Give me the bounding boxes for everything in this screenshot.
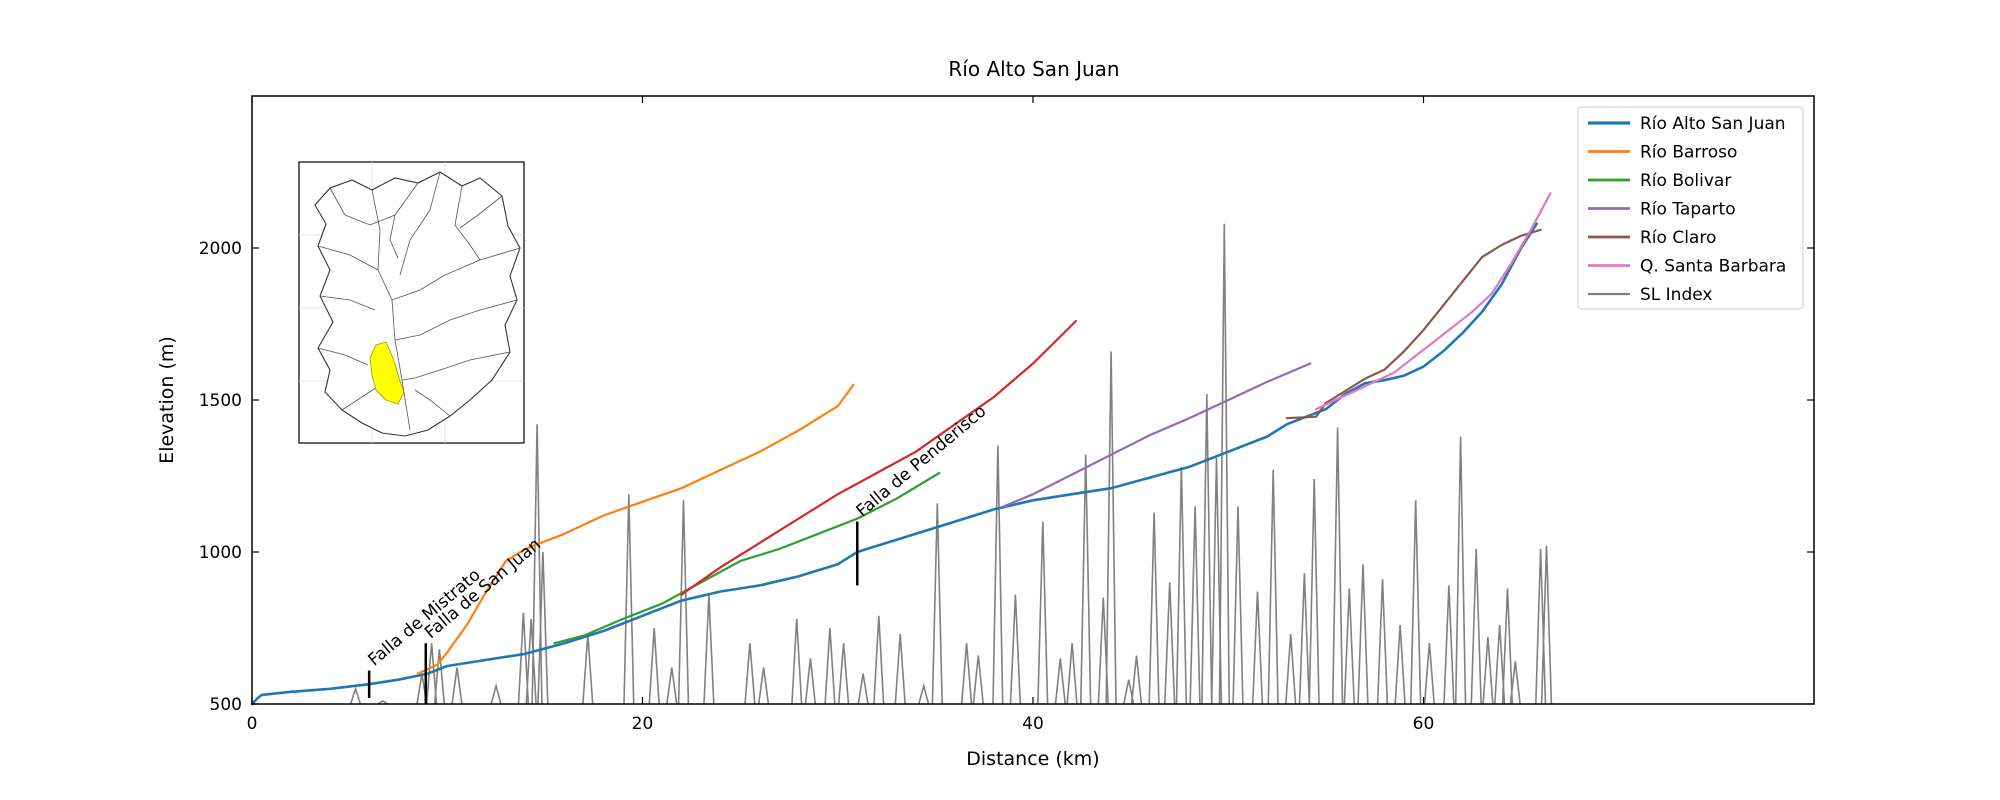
legend-label-6: SL Index [1640, 285, 1712, 305]
sl-index-spike-51 [1298, 573, 1311, 705]
sl-index-spike-23 [857, 673, 869, 705]
sl-index-spike-42 [1175, 466, 1188, 705]
sl-index-spike-20 [804, 658, 817, 705]
y-tick-label-1: 1000 [199, 543, 242, 563]
sl-index-spike-58 [1410, 500, 1422, 705]
sl-index-spike-21 [824, 627, 836, 705]
sl-index-spike-37 [1105, 351, 1117, 705]
sl-index-spike-44 [1201, 393, 1213, 705]
axis-ticks: 0 20 40 60 500 1000 1500 2000 [199, 96, 1814, 734]
sl-index-spike-3 [425, 643, 438, 705]
sl-index-spike-68 [1540, 545, 1553, 705]
x-tick-label-3: 60 [1413, 714, 1435, 734]
sl-index-spike-26 [918, 682, 930, 705]
sl-index-spike-55 [1357, 564, 1369, 705]
series-line-6 [680, 319, 1078, 596]
sl-index-spike-25 [894, 634, 906, 705]
legend-label-2: Río Bolivar [1640, 171, 1731, 191]
x-tick-label-0: 0 [247, 714, 258, 734]
series-line-0 [250, 222, 1538, 706]
sl-index-spike-5 [451, 667, 463, 705]
sl-index-spike-53 [1331, 427, 1344, 705]
legend-label-1: Río Barroso [1640, 143, 1737, 163]
sl-index-spike-15 [677, 500, 690, 705]
series-line-1 [416, 383, 855, 675]
sl-index-spike-8 [525, 618, 537, 705]
sl-index-spike-46 [1218, 223, 1230, 705]
inset-highlight-region [369, 341, 405, 405]
sl-index-spike-57 [1394, 624, 1406, 705]
sl-index-spike-4 [433, 649, 446, 705]
sl-index-spike-6 [490, 682, 502, 705]
sl-index-spike-43 [1189, 506, 1201, 705]
legend-label-0: Río Alto San Juan [1640, 114, 1786, 134]
sl-index-spike-56 [1376, 579, 1389, 705]
sl-index-spike-61 [1454, 436, 1467, 705]
sl-index-spike-27 [931, 503, 943, 705]
legend-label-5: Q. Santa Barbara [1640, 257, 1786, 277]
series-line-5 [1314, 192, 1552, 411]
x-tick-label-1: 20 [632, 714, 654, 734]
sl-index-spike-33 [1054, 658, 1066, 705]
sl-index-spike-28 [960, 643, 973, 705]
sl-index-spike-31 [1009, 594, 1022, 705]
sl-index-spike-41 [1164, 582, 1176, 705]
sl-index-spike-30 [992, 445, 1004, 705]
sl-index-spike-18 [757, 667, 770, 705]
sl-index-spike-49 [1267, 469, 1279, 705]
sl-index-spike-62 [1470, 548, 1482, 705]
chart-title: Río Alto San Juan [948, 57, 1119, 81]
sl-index-spike-14 [666, 667, 678, 705]
sl-index-spike-17 [744, 643, 756, 705]
sl-index-spike-50 [1285, 634, 1297, 705]
inset-basin-outline [314, 171, 521, 437]
legend-label-3: Río Taparto [1640, 200, 1736, 220]
x-tick-label-2: 40 [1022, 714, 1044, 734]
legend-label-4: Río Claro [1640, 228, 1716, 248]
y-tick-label-2: 1500 [199, 391, 242, 411]
sl-index-spike-60 [1443, 585, 1455, 705]
sl-index-spike-29 [972, 655, 984, 705]
series-line-4 [1285, 228, 1542, 420]
sl-index-spike-47 [1232, 506, 1244, 705]
sl-index-layer [349, 223, 1553, 705]
sl-index-spike-12 [623, 494, 635, 705]
sl-index-spike-34 [1066, 643, 1078, 705]
sl-index-spike-65 [1501, 588, 1514, 705]
sl-index-spike-24 [873, 615, 885, 705]
legend: Río Alto San Juan Río Barroso Río Bolivar R… [1577, 106, 1804, 310]
sl-index-spike-59 [1423, 643, 1435, 705]
sl-index-spike-13 [648, 627, 660, 705]
sl-index-spike-10 [537, 551, 549, 705]
sl-index-spike-32 [1037, 521, 1049, 705]
sl-index-spike-0 [349, 686, 362, 705]
series-layer [250, 192, 1552, 706]
series-line-3 [1002, 362, 1312, 508]
sl-index-spike-7 [517, 612, 530, 705]
sl-index-spike-40 [1148, 512, 1160, 705]
sl-index-spike-64 [1494, 624, 1506, 705]
x-axis-label: Distance (km) [966, 748, 1099, 770]
y-tick-label-3: 2000 [199, 239, 242, 259]
inset-map [298, 161, 525, 444]
sl-index-spike-39 [1130, 655, 1143, 705]
sl-index-spike-54 [1343, 588, 1355, 705]
sl-index-spike-19 [791, 618, 803, 705]
sl-index-spike-22 [837, 643, 850, 705]
y-axis-label: Elevation (m) [156, 336, 178, 464]
sl-index-spike-63 [1482, 637, 1494, 705]
series-line-2 [553, 471, 941, 645]
sl-index-spike-52 [1308, 478, 1320, 705]
y-tick-label-0: 500 [210, 695, 242, 715]
sl-index-spike-66 [1509, 661, 1521, 705]
sl-index-spike-35 [1080, 454, 1092, 705]
sl-index-spike-48 [1251, 591, 1264, 705]
sl-index-spike-1 [377, 700, 389, 705]
